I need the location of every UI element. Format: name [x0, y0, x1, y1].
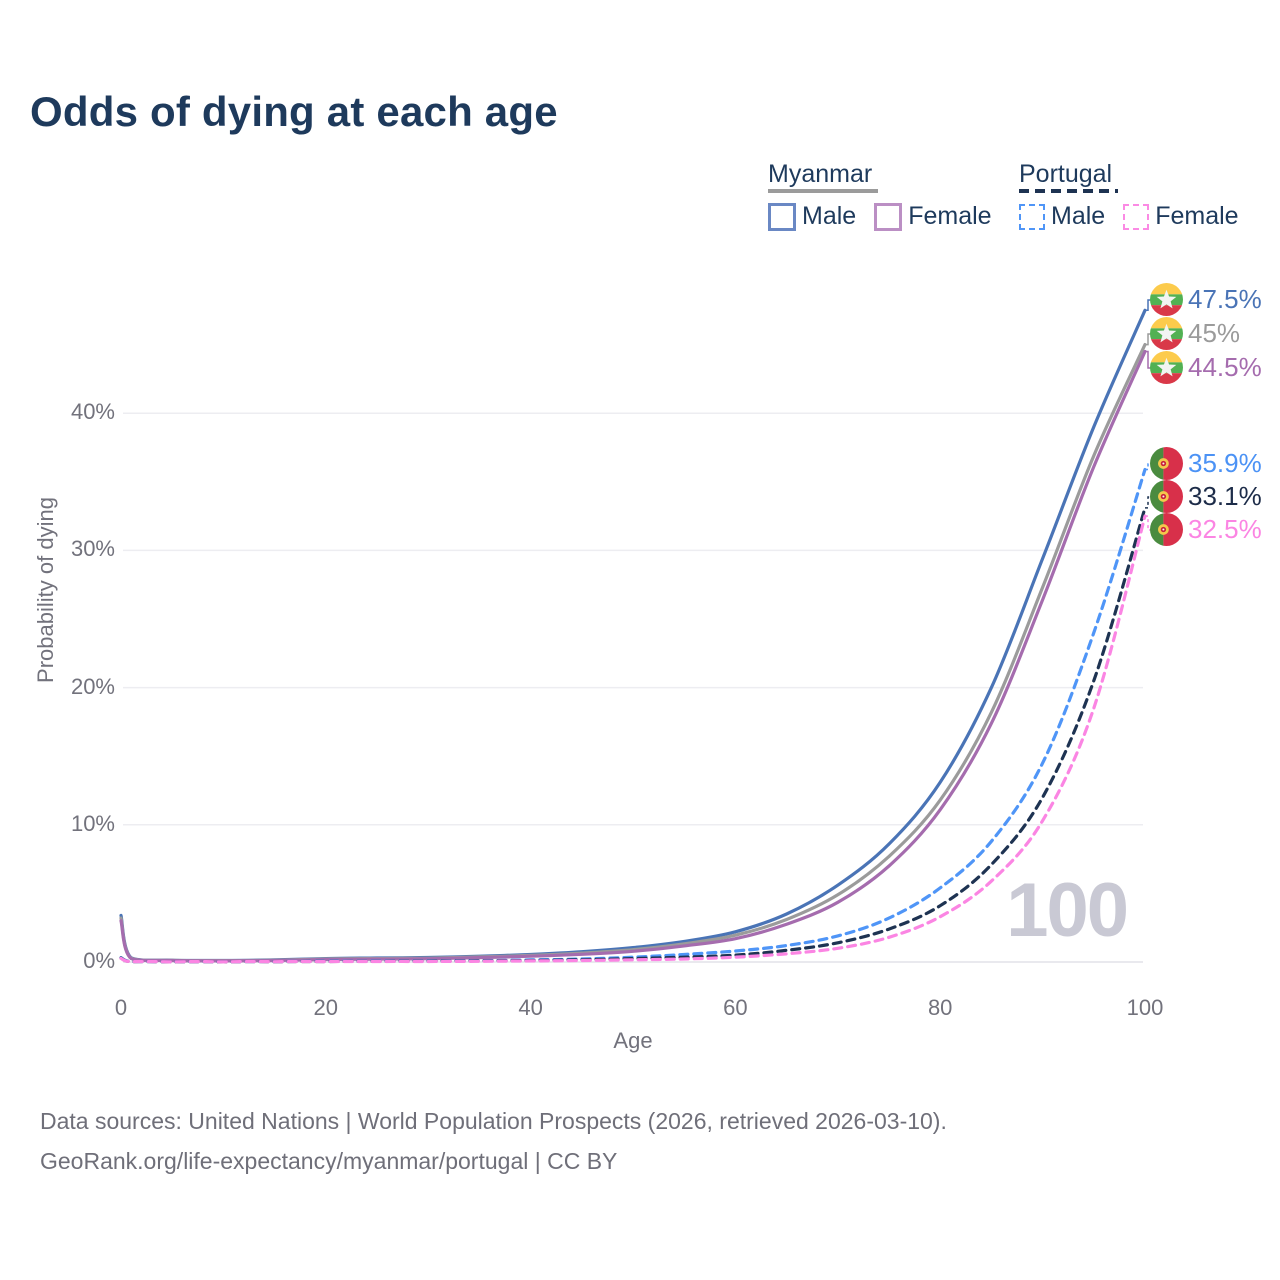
y-tick-label: 0%	[83, 948, 115, 973]
page-title: Odds of dying at each age	[30, 88, 558, 135]
legend-myanmar-male[interactable]: Male	[768, 202, 856, 231]
series-line-portugal-female[interactable]	[119, 514, 1147, 964]
legend-country-label: Myanmar	[768, 160, 873, 188]
y-tick-label: 40%	[70, 399, 115, 425]
end-value: 45%	[1188, 318, 1241, 348]
x-axis-title: Age	[613, 1028, 653, 1053]
x-tick-label: 100	[1126, 995, 1164, 1020]
data-sources-note: Data sources: United Nations | World Pop…	[40, 1108, 947, 1134]
myanmar-flag-icon	[1150, 317, 1183, 350]
legend-portugal-male[interactable]: Male	[1019, 202, 1105, 231]
legend-item-label: Female	[1155, 202, 1239, 230]
legend-portugal-female[interactable]: Female	[1123, 202, 1239, 231]
end-value: 47.5%	[1188, 284, 1262, 314]
end-label-myanmar-female: 44.5%	[1150, 351, 1262, 384]
end-label-myanmar-male: 47.5%	[1150, 283, 1262, 316]
x-tick-label: 80	[927, 995, 953, 1020]
end-value: 32.5%	[1188, 514, 1262, 544]
end-label-connector	[1145, 350, 1151, 369]
legend-item-label: Female	[908, 202, 992, 230]
portugal-flag-icon	[1150, 447, 1183, 480]
portugal-combined-line-swatch	[1019, 189, 1118, 193]
portugal-flag-icon	[1150, 513, 1183, 546]
portugal-female-swatch-icon	[1123, 203, 1150, 230]
series-line-myanmar-female[interactable]	[119, 349, 1147, 963]
attribution-note: GeoRank.org/life-expectancy/myanmar/port…	[40, 1148, 618, 1174]
end-label-connector	[1145, 333, 1151, 346]
myanmar-male-swatch-icon	[768, 202, 796, 231]
myanmar-flag-icon	[1150, 351, 1183, 384]
portugal-flag-icon	[1150, 480, 1183, 513]
portugal-male-swatch-icon	[1019, 203, 1045, 230]
legend-group-myanmar: Myanmar Male Female	[768, 160, 992, 231]
y-axis-title: Probability of dying	[33, 497, 58, 683]
myanmar-female-swatch-icon	[874, 202, 903, 231]
y-tick-label: 10%	[70, 810, 115, 836]
legend-country-label: Portugal	[1019, 160, 1113, 188]
series-line-myanmar-both-sexes[interactable]	[119, 343, 1147, 963]
end-label-portugal-male: 35.9%	[1150, 447, 1262, 480]
end-label-connector	[1145, 515, 1151, 531]
end-label-connector	[1145, 496, 1151, 509]
y-tick-label: 30%	[70, 536, 115, 562]
end-label-portugal-both-sexes: 33.1%	[1150, 480, 1262, 513]
myanmar-flag-icon	[1150, 283, 1183, 316]
legend-myanmar-female[interactable]: Female	[874, 202, 992, 231]
end-value: 35.9%	[1188, 448, 1262, 478]
legend-item-label: Male	[1051, 202, 1106, 230]
x-tick-label: 20	[313, 995, 339, 1020]
end-value: 44.5%	[1188, 352, 1262, 382]
end-label-portugal-female: 32.5%	[1150, 513, 1262, 546]
end-label-connector	[1145, 299, 1151, 312]
x-tick-label: 60	[723, 995, 748, 1020]
end-value: 33.1%	[1188, 481, 1262, 511]
myanmar-combined-line-swatch	[768, 189, 878, 193]
legend-item-label: Male	[802, 202, 857, 230]
end-label-connector	[1145, 463, 1151, 471]
legend-group-portugal: Portugal Male Female	[1019, 160, 1239, 231]
legend-country-portugal[interactable]: Portugal	[1019, 160, 1239, 193]
watermark-age: 100	[1006, 868, 1129, 953]
legend-country-myanmar[interactable]: Myanmar	[768, 160, 992, 193]
x-tick-label: 0	[114, 995, 128, 1020]
x-tick-label: 40	[518, 995, 543, 1020]
y-tick-label: 20%	[70, 673, 115, 699]
end-label-myanmar-both-sexes: 45%	[1150, 317, 1240, 350]
